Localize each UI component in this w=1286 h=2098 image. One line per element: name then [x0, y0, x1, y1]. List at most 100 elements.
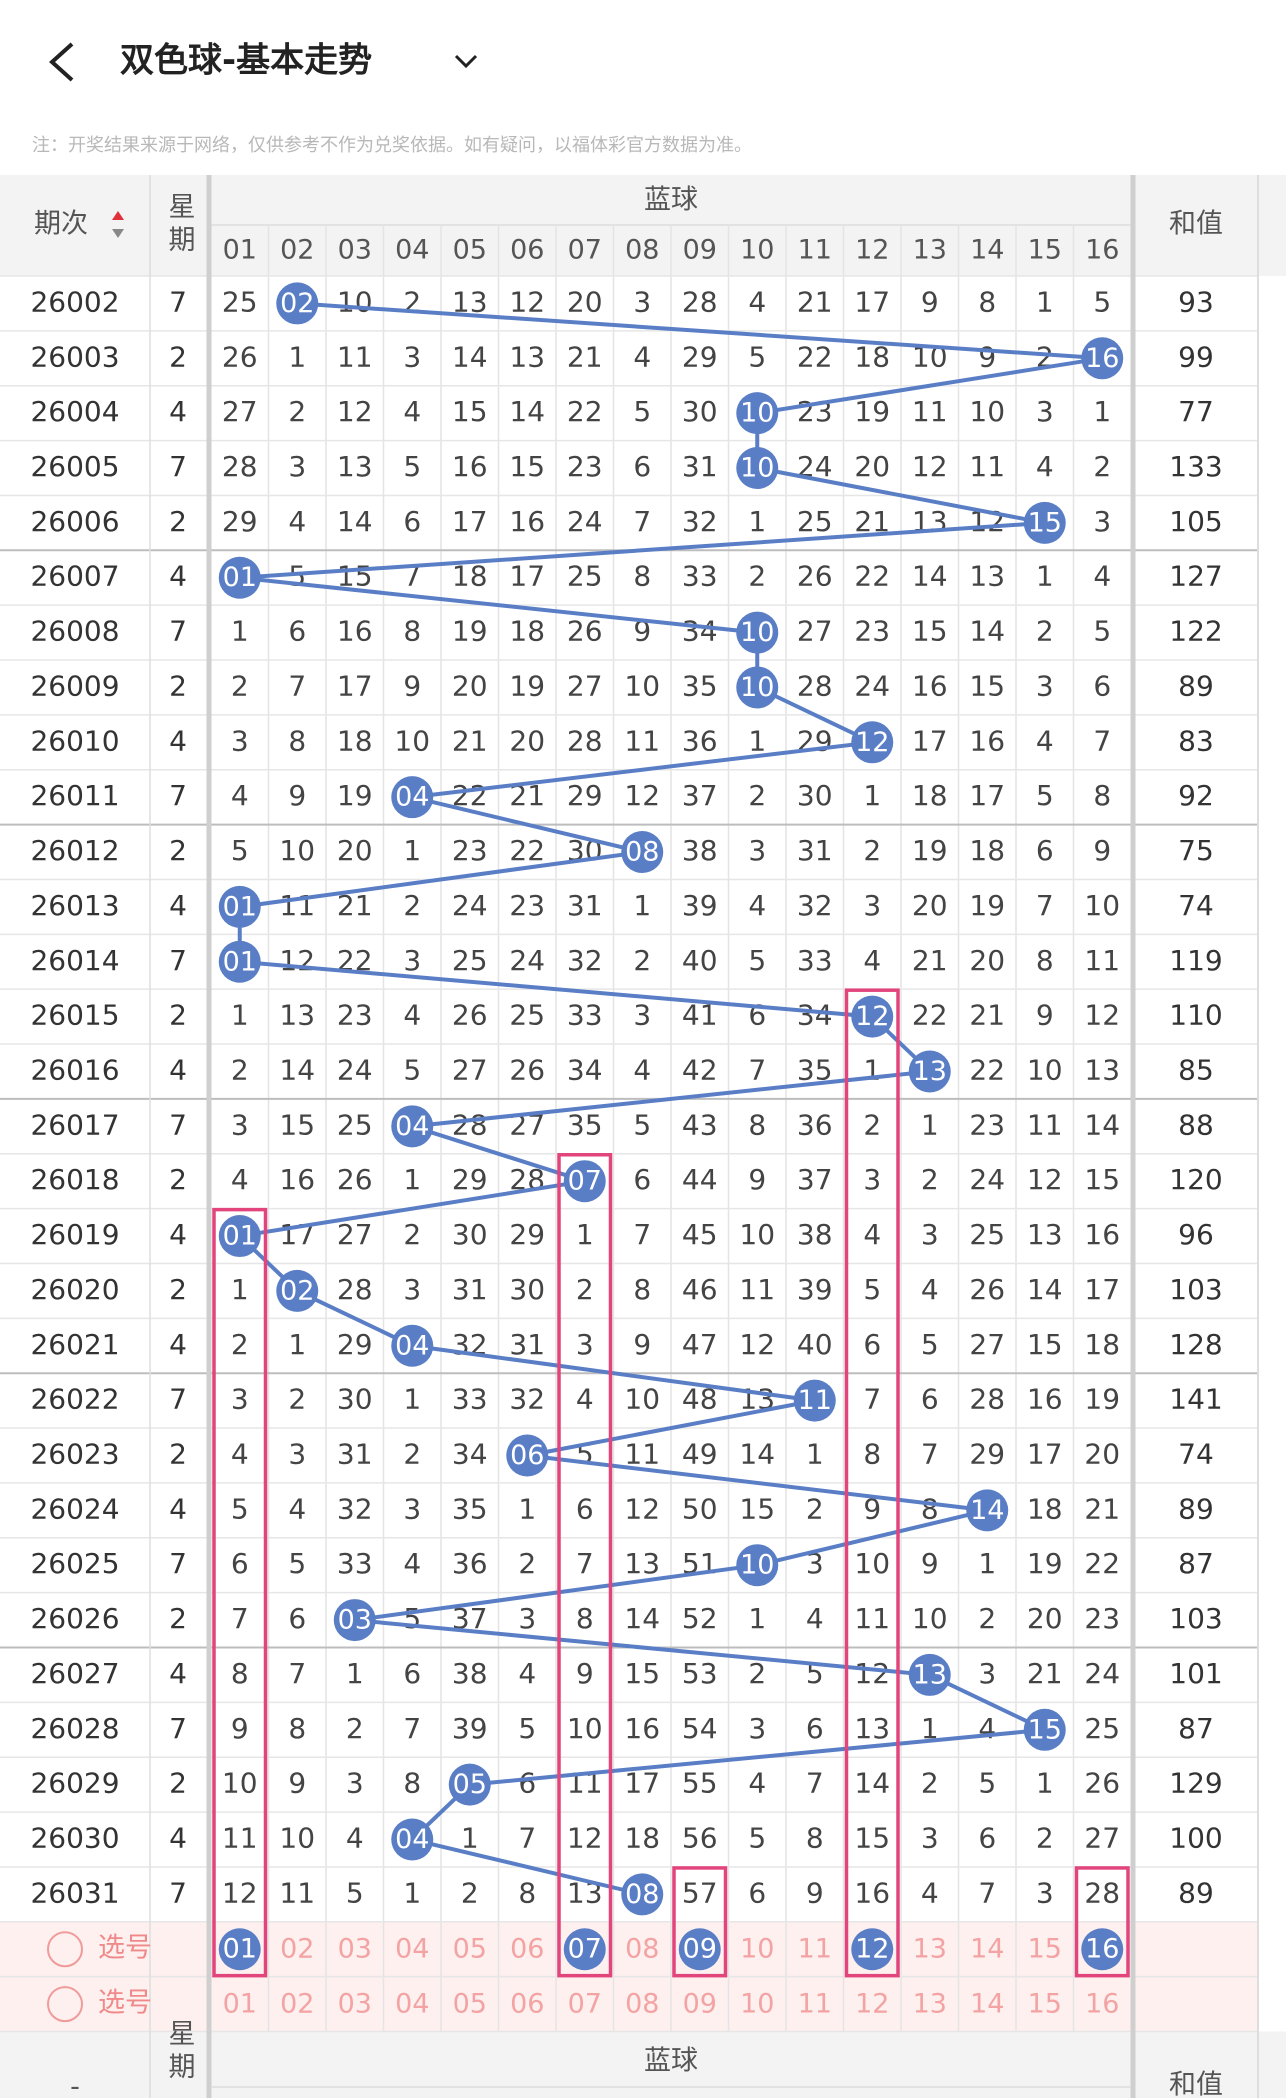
miss-count: 27: [452, 1053, 488, 1086]
select-number[interactable]: 15: [1028, 1989, 1062, 2020]
select-number[interactable]: 05: [453, 1934, 487, 1965]
miss-count: 20: [337, 834, 373, 867]
weekday: 7: [169, 779, 187, 812]
miss-count: 6: [748, 1876, 766, 1909]
miss-count: 14: [279, 1053, 315, 1086]
miss-count: 39: [682, 889, 718, 922]
miss-count: 5: [231, 834, 249, 867]
miss-count: 1: [921, 1712, 939, 1745]
select-radio[interactable]: [47, 1986, 83, 2023]
ball-number: 04: [395, 1111, 429, 1142]
miss-count: 7: [403, 1712, 421, 1745]
miss-count: 31: [567, 889, 603, 922]
select-number[interactable]: 13: [913, 1989, 947, 2020]
select-number[interactable]: 16: [1085, 1934, 1119, 1965]
select-number[interactable]: 09: [683, 1934, 717, 1965]
column-header: 和值: [1169, 209, 1223, 240]
miss-count: 52: [682, 1602, 718, 1635]
miss-count: 4: [921, 1273, 939, 1306]
miss-count: 34: [567, 1053, 603, 1086]
miss-count: 18: [1084, 1328, 1120, 1361]
miss-count: 7: [576, 1547, 594, 1580]
select-number[interactable]: 10: [740, 1989, 774, 2020]
miss-count: 1: [748, 1602, 766, 1635]
title-dropdown[interactable]: [454, 54, 478, 69]
select-number[interactable]: 06: [510, 1989, 544, 2020]
miss-count: 2: [863, 834, 881, 867]
select-label[interactable]: 选号: [98, 1933, 152, 1964]
miss-count: 5: [633, 395, 651, 428]
select-number[interactable]: 05: [453, 1989, 487, 2020]
miss-count: 9: [288, 1767, 306, 1800]
miss-count: 2: [518, 1547, 536, 1580]
period: 26010: [30, 724, 119, 757]
miss-count: 8: [633, 1273, 651, 1306]
miss-count: 30: [797, 779, 833, 812]
select-number[interactable]: 11: [798, 1934, 832, 1965]
miss-count: 14: [854, 1767, 890, 1800]
select-number[interactable]: 15: [1028, 1934, 1062, 1965]
ball-number: 08: [625, 1879, 659, 1910]
miss-count: 1: [806, 1437, 824, 1470]
miss-count: 28: [797, 669, 833, 702]
select-number[interactable]: 07: [568, 1934, 602, 1965]
select-number[interactable]: 03: [338, 1934, 372, 1965]
weekday: 7: [169, 1108, 187, 1141]
miss-count: 7: [748, 1053, 766, 1086]
select-number[interactable]: 01: [223, 1934, 257, 1965]
miss-count: 27: [567, 669, 603, 702]
miss-count: 5: [978, 1767, 996, 1800]
miss-count: 24: [1084, 1657, 1120, 1690]
miss-count: 25: [969, 1218, 1005, 1251]
miss-count: 23: [337, 999, 373, 1032]
miss-count: 2: [748, 560, 766, 593]
miss-count: 11: [969, 450, 1005, 483]
select-label[interactable]: 选号: [98, 1988, 152, 2019]
miss-count: 15: [624, 1657, 660, 1690]
miss-count: 1: [288, 1328, 306, 1361]
miss-count: 16: [854, 1876, 890, 1909]
miss-count: 36: [452, 1547, 488, 1580]
select-number[interactable]: 04: [395, 1934, 429, 1965]
miss-count: 32: [567, 944, 603, 977]
select-number[interactable]: 09: [683, 1989, 717, 2020]
miss-count: 10: [912, 1602, 948, 1635]
select-number[interactable]: 07: [568, 1989, 602, 2020]
select-number[interactable]: 14: [970, 1934, 1004, 1965]
select-number[interactable]: 10: [740, 1934, 774, 1965]
select-number[interactable]: 12: [855, 1989, 889, 2020]
select-number[interactable]: 03: [338, 1989, 372, 2020]
period: 26004: [30, 395, 119, 428]
miss-count: 3: [231, 1383, 249, 1416]
select-number[interactable]: 08: [625, 1934, 659, 1965]
weekday: 4: [169, 560, 187, 593]
miss-count: 26: [452, 999, 488, 1032]
ball-circle: [506, 1434, 549, 1477]
miss-count: 4: [576, 1383, 594, 1416]
select-number[interactable]: 13: [913, 1934, 947, 1965]
select-number[interactable]: 11: [798, 1989, 832, 2020]
select-number[interactable]: 04: [395, 1989, 429, 2020]
select-number[interactable]: 02: [280, 1989, 314, 2020]
select-number[interactable]: 06: [510, 1934, 544, 1965]
blue-ball: 10: [736, 447, 779, 490]
miss-count: 12: [854, 1657, 890, 1690]
miss-count: 6: [288, 1602, 306, 1635]
back-button[interactable]: [49, 42, 74, 82]
number-header: 05: [453, 235, 487, 266]
select-number[interactable]: 02: [280, 1934, 314, 1965]
miss-count: 8: [748, 1108, 766, 1141]
select-number[interactable]: 01: [223, 1989, 257, 2020]
select-number[interactable]: 12: [855, 1934, 889, 1965]
miss-count: 49: [682, 1437, 718, 1470]
select-radio[interactable]: [47, 1931, 83, 1968]
miss-count: 34: [797, 999, 833, 1032]
number-header: 10: [740, 235, 774, 266]
miss-count: 38: [452, 1657, 488, 1690]
select-number[interactable]: 08: [625, 1989, 659, 2020]
select-number[interactable]: 14: [970, 1989, 1004, 2020]
select-number[interactable]: 16: [1085, 1989, 1119, 2020]
column-header: 蓝球: [644, 185, 698, 216]
miss-count: 53: [682, 1657, 718, 1690]
miss-count: 24: [452, 889, 488, 922]
